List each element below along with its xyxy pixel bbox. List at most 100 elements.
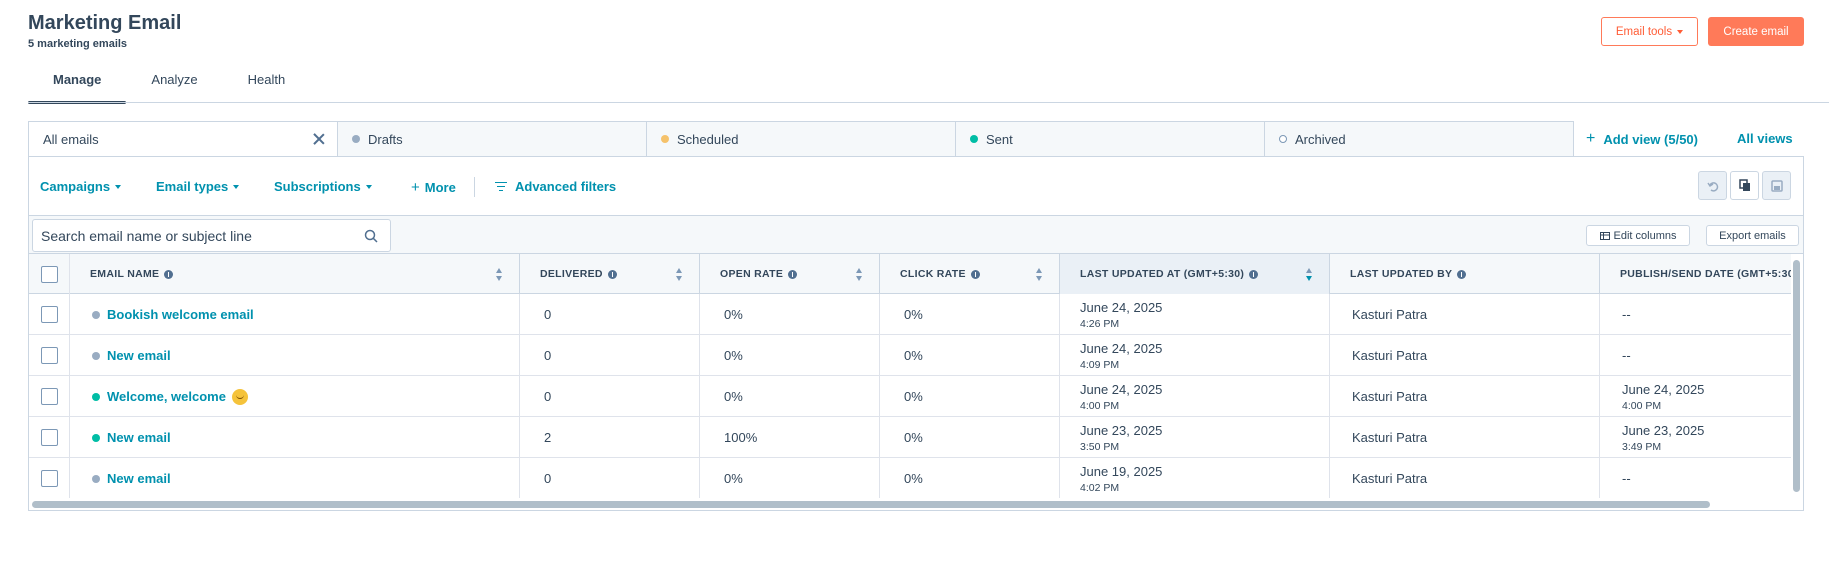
info-icon[interactable] [164,269,174,279]
tab-analyze[interactable]: Analyze [151,72,198,87]
email-table-panel: Campaigns Email types Subscriptions + Mo… [28,156,1804,511]
cell-date: June 19, 2025 [1080,463,1163,479]
cell-value: 2 [544,430,552,445]
column-header-open-rate[interactable]: OPEN RATE [700,254,880,294]
search-icon[interactable] [364,229,378,243]
publish-send-date-cell: -- [1600,458,1791,498]
undo-icon [1706,181,1718,192]
cell-value: 0 [544,471,552,486]
table-row: New email 2 100% 0% June 23, 2025 3:50 PM Kast… [29,417,1791,458]
row-checkbox[interactable] [40,469,58,487]
view-tab-sent[interactable]: Sent [955,121,1265,157]
status-dot-icon [92,474,100,483]
email-types-filter-label: Email types [156,179,229,194]
view-tab-all-emails[interactable]: All emails [28,121,338,157]
select-all-checkbox[interactable] [40,265,58,283]
status-dot-icon [92,392,100,401]
view-tab-archived[interactable]: Archived [1264,121,1574,157]
table-row: New email 0 0% 0% June 24, 2025 4:09 PM Kastur… [29,335,1791,376]
add-view-button[interactable]: + Add view (5/50) [1586,130,1698,148]
column-header-last-updated-at[interactable]: LAST UPDATED AT (GMT+5:30) [1060,254,1330,294]
emails-table: EMAIL NAME DELIVERED OPEN RATE CLICK RAT… [29,254,1791,498]
last-updated-by-cell: Kasturi Patra [1330,417,1600,458]
sort-icon[interactable] [676,268,683,281]
last-updated-at-cell: June 24, 2025 4:00 PM [1060,376,1330,417]
info-icon[interactable] [970,269,980,279]
email-name-link[interactable]: New email [107,348,171,363]
email-name-link[interactable]: New email [107,471,171,486]
click-rate-cell: 0% [880,294,1060,335]
tab-health[interactable]: Health [247,72,286,87]
column-header-click-rate[interactable]: CLICK RATE [880,254,1060,294]
click-rate-cell: 0% [880,376,1060,417]
view-tab-scheduled[interactable]: Scheduled [646,121,956,157]
click-rate-cell: 0% [880,335,1060,376]
row-checkbox[interactable] [40,387,58,405]
email-tools-button[interactable]: Email tools [1601,17,1698,46]
email-name-link[interactable]: New email [107,430,171,445]
table-row: New email 0 0% 0% June 19, 2025 4:02 PM Kastur… [29,458,1791,498]
edit-columns-button[interactable]: Edit columns [1586,225,1690,246]
campaigns-filter[interactable]: Campaigns [40,179,122,194]
row-checkbox[interactable] [40,428,58,446]
smiling-emoji-icon [231,388,248,405]
view-tab-label: Sent [986,131,1013,147]
sort-icon[interactable] [1036,268,1043,281]
save-view-button[interactable] [1762,171,1791,200]
campaigns-filter-label: Campaigns [40,179,111,194]
tab-manage[interactable]: Manage [28,72,127,104]
tabs-divider [28,102,1829,103]
all-views-link[interactable]: All views [1737,131,1793,146]
more-filters-button[interactable]: + More [411,179,456,196]
cell-value: 0% [904,430,923,445]
cell-time: 3:50 PM [1080,440,1120,453]
clone-view-button[interactable] [1730,171,1759,200]
column-header-publish-send-date[interactable]: PUBLISH/SEND DATE (GMT+5:30) [1600,254,1791,294]
column-header-last-updated-by[interactable]: LAST UPDATED BY [1330,254,1600,294]
info-icon[interactable] [788,269,798,279]
save-icon [1770,179,1783,192]
horizontal-scrollbar[interactable] [32,501,1710,508]
row-select-cell [29,417,70,457]
row-checkbox[interactable] [40,346,58,364]
email-types-filter[interactable]: Email types [156,179,240,194]
info-icon[interactable] [1457,269,1467,279]
column-header-email-name[interactable]: EMAIL NAME [70,254,520,294]
cell-value: 0% [904,389,923,404]
email-name-link[interactable]: Welcome, welcome [107,389,226,404]
info-icon[interactable] [607,269,617,279]
cell-value: Kasturi Patra [1352,471,1428,486]
status-dot-icon [970,135,978,143]
column-header-label: LAST UPDATED AT (GMT+5:30) [1080,268,1245,280]
export-emails-button[interactable]: Export emails [1706,225,1799,246]
view-tab-drafts[interactable]: Drafts [337,121,647,157]
click-rate-cell: 0% [880,417,1060,458]
email-name-cell: New email [70,458,520,498]
info-icon[interactable] [1249,269,1259,279]
create-email-button[interactable]: Create email [1708,17,1804,46]
publish-send-date-cell: June 23, 2025 3:49 PM [1600,417,1791,458]
publish-send-date-cell: -- [1600,294,1791,335]
advanced-filters-button[interactable]: Advanced filters [495,179,616,194]
sort-icon[interactable] [496,268,503,281]
cell-date: June 24, 2025 [1622,381,1705,397]
row-checkbox[interactable] [40,305,58,323]
page-subtitle: 5 marketing emails [28,38,128,50]
cell-value: 100% [724,430,758,445]
status-dot-icon [92,310,100,319]
undo-button[interactable] [1698,171,1727,200]
column-header-label: LAST UPDATED BY [1350,268,1453,280]
search-input[interactable] [41,227,351,244]
column-header-delivered[interactable]: DELIVERED [520,254,700,294]
email-name-link[interactable]: Bookish welcome email [107,307,254,322]
status-dot-icon [92,433,100,442]
cell-value: 0% [724,307,743,322]
sort-icon[interactable] [856,268,863,281]
close-icon[interactable] [313,133,325,145]
vertical-scrollbar[interactable] [1793,260,1800,492]
row-select-cell [29,335,70,375]
cell-value: 0% [724,348,743,363]
sort-descending-icon[interactable] [1306,268,1313,281]
subscriptions-filter-label: Subscriptions [274,179,361,194]
subscriptions-filter[interactable]: Subscriptions [274,179,372,194]
